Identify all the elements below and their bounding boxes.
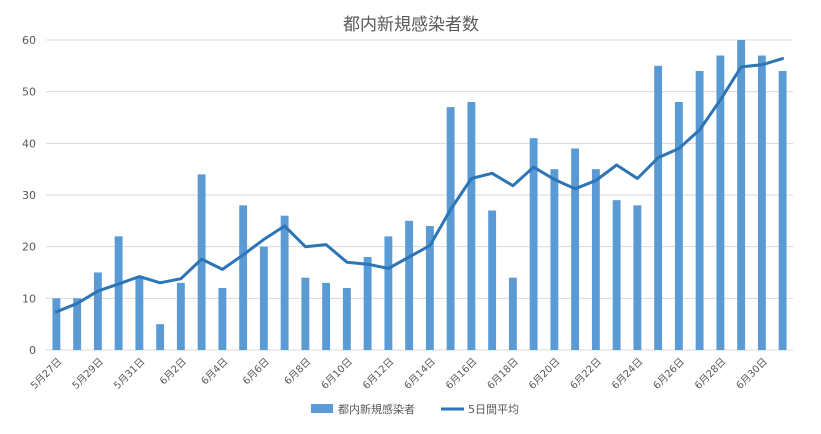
x-tick-label: 6月14日	[402, 356, 438, 392]
y-tick-label: 10	[22, 292, 36, 305]
chart-title: 都内新規感染者数	[343, 15, 479, 35]
y-tick-label: 0	[29, 344, 36, 357]
bar	[696, 71, 704, 350]
x-tick-label: 5月29日	[70, 356, 106, 392]
bar	[364, 257, 372, 350]
x-tick-label: 6月8日	[282, 356, 314, 388]
line-series-5day-average	[56, 59, 782, 312]
bar	[675, 102, 683, 350]
y-tick-label: 20	[22, 241, 36, 254]
legend-label-line: 5日間平均	[468, 403, 519, 416]
bar	[239, 205, 247, 350]
bar	[52, 298, 60, 350]
x-tick-label: 5月31日	[111, 356, 147, 392]
bar	[156, 324, 164, 350]
y-tick-label: 30	[22, 189, 36, 202]
x-tick-label: 6月6日	[240, 356, 272, 388]
bar	[177, 283, 185, 350]
bar	[633, 205, 641, 350]
y-axis-tick-labels: 0 10 20 30 40 50 60	[22, 34, 36, 357]
x-tick-label: 6月10日	[319, 356, 355, 392]
y-tick-label: 40	[22, 137, 36, 150]
bar	[322, 283, 330, 350]
x-tick-label: 6月22日	[568, 356, 604, 392]
bar	[467, 102, 475, 350]
bar	[405, 221, 413, 350]
bar	[281, 216, 289, 350]
x-tick-label: 6月4日	[199, 356, 231, 388]
bar	[758, 56, 766, 351]
bar	[509, 278, 517, 350]
bar	[384, 236, 392, 350]
bar	[592, 169, 600, 350]
x-tick-label: 6月18日	[485, 356, 521, 392]
bar	[135, 278, 143, 350]
x-tick-label: 6月28日	[692, 356, 728, 392]
x-tick-label: 6月16日	[443, 356, 479, 392]
bar	[218, 288, 226, 350]
bar	[613, 200, 621, 350]
x-tick-label: 6月26日	[651, 356, 687, 392]
y-tick-label: 60	[22, 34, 36, 47]
x-tick-label: 6月12日	[360, 356, 396, 392]
bar	[737, 40, 745, 350]
bar	[550, 169, 558, 350]
legend-swatch-bar	[311, 404, 333, 413]
legend: 都内新規感染者 5日間平均	[311, 402, 519, 416]
bar	[343, 288, 351, 350]
bar	[447, 107, 455, 350]
bar	[779, 71, 787, 350]
bar	[654, 66, 662, 350]
y-tick-label: 50	[22, 86, 36, 99]
x-tick-label: 6月24日	[609, 356, 645, 392]
line-series	[56, 59, 782, 312]
legend-label-bar: 都内新規感染者	[338, 402, 415, 416]
bar	[301, 278, 309, 350]
bar	[260, 247, 268, 350]
x-tick-label: 6月30日	[734, 356, 770, 392]
bar	[488, 211, 496, 351]
x-tick-label: 5月27日	[28, 356, 64, 392]
x-tick-label: 6月2日	[157, 356, 189, 388]
bar	[115, 236, 123, 350]
bar	[571, 149, 579, 351]
bar	[94, 273, 102, 351]
x-tick-label: 6月20日	[526, 356, 562, 392]
